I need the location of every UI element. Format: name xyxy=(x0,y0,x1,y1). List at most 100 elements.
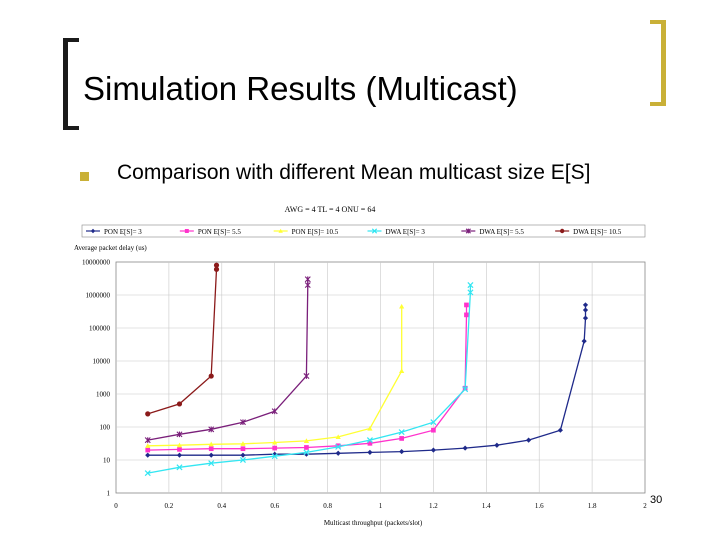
data-point xyxy=(464,312,469,318)
series-line xyxy=(147,306,403,447)
data-point xyxy=(208,373,214,379)
legend-marker xyxy=(184,229,189,233)
data-point xyxy=(494,442,500,448)
series-line xyxy=(147,279,309,441)
data-point xyxy=(208,460,215,467)
legend-label: PON E[S]= 10.5 xyxy=(292,228,339,236)
data-point xyxy=(145,443,151,448)
data-point xyxy=(335,434,341,440)
legend-marker xyxy=(465,228,471,234)
x-tick-label: 0.2 xyxy=(165,502,174,510)
x-tick-label: 1.4 xyxy=(482,502,491,510)
y-tick-label: 100000 xyxy=(89,325,111,333)
data-point xyxy=(430,447,436,453)
data-point xyxy=(335,443,341,449)
data-point xyxy=(208,452,214,458)
legend-label: DWA E[S]= 3 xyxy=(386,228,426,236)
series-line xyxy=(147,304,587,456)
x-tick-label: 1 xyxy=(379,502,383,510)
data-point xyxy=(431,427,436,433)
data-point xyxy=(467,282,474,289)
legend-label: DWA E[S]= 5.5 xyxy=(479,228,524,236)
data-point xyxy=(272,445,278,451)
data-point xyxy=(581,338,587,344)
data-point xyxy=(399,303,405,309)
data-point xyxy=(303,438,310,443)
data-point xyxy=(240,441,246,446)
data-point xyxy=(208,446,214,452)
x-tick-label: 1.8 xyxy=(588,502,597,510)
data-point xyxy=(398,429,405,436)
data-point xyxy=(272,439,278,445)
x-tick-label: 0 xyxy=(114,502,118,510)
legend-label: PON E[S]= 5.5 xyxy=(198,228,242,236)
data-point xyxy=(526,437,532,443)
data-point xyxy=(304,282,311,289)
data-point xyxy=(462,445,468,451)
data-point xyxy=(582,315,589,321)
data-point xyxy=(176,464,183,471)
bullet-text: Comparison with different Mean multicast… xyxy=(117,161,591,184)
data-point xyxy=(145,452,151,458)
data-point xyxy=(366,437,373,444)
legend-marker xyxy=(559,228,565,234)
data-point xyxy=(367,425,373,431)
chart-title: AWG = 4 TL = 4 ONU = 64 xyxy=(285,205,376,214)
data-point xyxy=(145,447,151,453)
x-tick-label: 1.6 xyxy=(535,502,544,510)
y-tick-label: 1000000 xyxy=(86,292,111,300)
data-point xyxy=(145,411,151,417)
data-point xyxy=(399,436,404,441)
data-point xyxy=(176,431,183,438)
x-tick-label: 2 xyxy=(643,502,647,510)
y-tick-label: 10 xyxy=(103,457,111,465)
y-tick-label: 1000 xyxy=(96,391,111,399)
data-point xyxy=(177,447,182,452)
title-bracket-right xyxy=(650,20,666,106)
data-point xyxy=(335,450,341,456)
data-point xyxy=(464,302,469,308)
data-point xyxy=(239,419,246,426)
y-tick-label: 10000000 xyxy=(82,259,111,267)
x-tick-label: 0.8 xyxy=(323,502,332,510)
x-axis-label: Multicast throughput (packets/slot) xyxy=(324,519,423,527)
data-point xyxy=(304,276,311,283)
title-bracket-left xyxy=(63,38,79,130)
data-point xyxy=(144,470,151,477)
data-point xyxy=(582,302,589,308)
data-point xyxy=(239,456,246,464)
legend-label: DWA E[S]= 10.5 xyxy=(573,228,622,236)
y-tick-label: 100 xyxy=(100,424,111,432)
data-point xyxy=(144,437,151,444)
data-point xyxy=(176,401,183,407)
data-point xyxy=(303,449,310,456)
data-point xyxy=(304,445,309,450)
y-tick-label: 1 xyxy=(107,490,111,498)
x-tick-label: 1.2 xyxy=(429,502,438,510)
data-point xyxy=(430,419,437,426)
data-point xyxy=(176,442,183,448)
legend-box xyxy=(81,224,646,238)
data-point xyxy=(213,266,220,272)
legend-marker xyxy=(278,228,283,233)
x-tick-label: 0.6 xyxy=(270,502,279,510)
data-point xyxy=(399,368,405,374)
x-tick-label: 0.4 xyxy=(217,502,226,510)
y-tick-label: 10000 xyxy=(93,358,111,366)
data-point xyxy=(208,441,214,447)
y-axis-label: Average packet delay (us) xyxy=(74,244,147,252)
legend-marker xyxy=(371,228,378,234)
data-point xyxy=(462,386,469,393)
data-point xyxy=(271,453,278,460)
data-point xyxy=(208,426,215,433)
slide-title: Simulation Results (Multicast) xyxy=(83,70,518,107)
data-point xyxy=(240,446,246,452)
slide-number: 30 xyxy=(650,494,663,506)
data-point xyxy=(467,289,474,296)
legend-label: PON E[S]= 3 xyxy=(104,228,142,236)
data-point xyxy=(335,443,342,450)
data-point xyxy=(213,262,220,268)
delay-throughput-chart: AWG = 4 TL = 4 ONU = 64 PON E[S]= 3 PON E[… xyxy=(74,205,647,527)
data-point xyxy=(303,373,310,380)
data-point xyxy=(367,440,373,446)
